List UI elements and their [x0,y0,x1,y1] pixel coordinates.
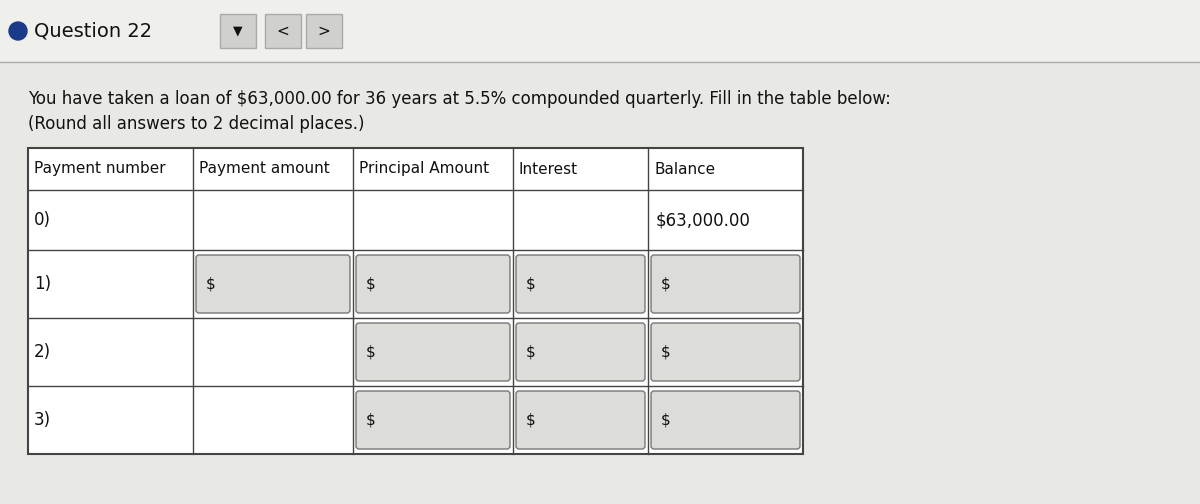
FancyBboxPatch shape [650,255,800,313]
Text: $: $ [526,412,535,427]
Text: $63,000.00: $63,000.00 [656,211,751,229]
Text: 2): 2) [34,343,52,361]
Text: $: $ [366,412,376,427]
FancyBboxPatch shape [516,391,646,449]
Text: >: > [318,24,330,38]
FancyBboxPatch shape [650,323,800,381]
Text: $: $ [526,277,535,291]
FancyBboxPatch shape [356,323,510,381]
Text: $: $ [661,345,671,359]
Text: $: $ [661,412,671,427]
Text: Principal Amount: Principal Amount [359,161,490,176]
Text: Balance: Balance [654,161,715,176]
Text: $: $ [366,277,376,291]
FancyBboxPatch shape [650,391,800,449]
FancyBboxPatch shape [356,391,510,449]
Bar [28,148,803,454]
Text: $: $ [206,277,216,291]
Text: $: $ [366,345,376,359]
Text: Payment amount: Payment amount [199,161,330,176]
FancyBboxPatch shape [516,323,646,381]
Bar [306,14,342,48]
Text: Interest: Interest [520,161,578,176]
Bar [0,0,1200,62]
Text: 1): 1) [34,275,52,293]
Text: (Round all answers to 2 decimal places.): (Round all answers to 2 decimal places.) [28,115,365,133]
Text: <: < [277,24,289,38]
Bar [220,14,256,48]
Text: You have taken a loan of $63,000.00 for 36 years at 5.5% compounded quarterly. F: You have taken a loan of $63,000.00 for … [28,90,890,108]
Text: $: $ [661,277,671,291]
Text: $: $ [526,345,535,359]
FancyBboxPatch shape [516,255,646,313]
Circle shape [10,22,28,40]
Text: ▼: ▼ [233,25,242,37]
Text: Payment number: Payment number [34,161,166,176]
FancyBboxPatch shape [196,255,350,313]
Bar [265,14,301,48]
Text: Question 22: Question 22 [34,22,152,40]
FancyBboxPatch shape [356,255,510,313]
Text: 0): 0) [34,211,50,229]
Text: 3): 3) [34,411,52,429]
